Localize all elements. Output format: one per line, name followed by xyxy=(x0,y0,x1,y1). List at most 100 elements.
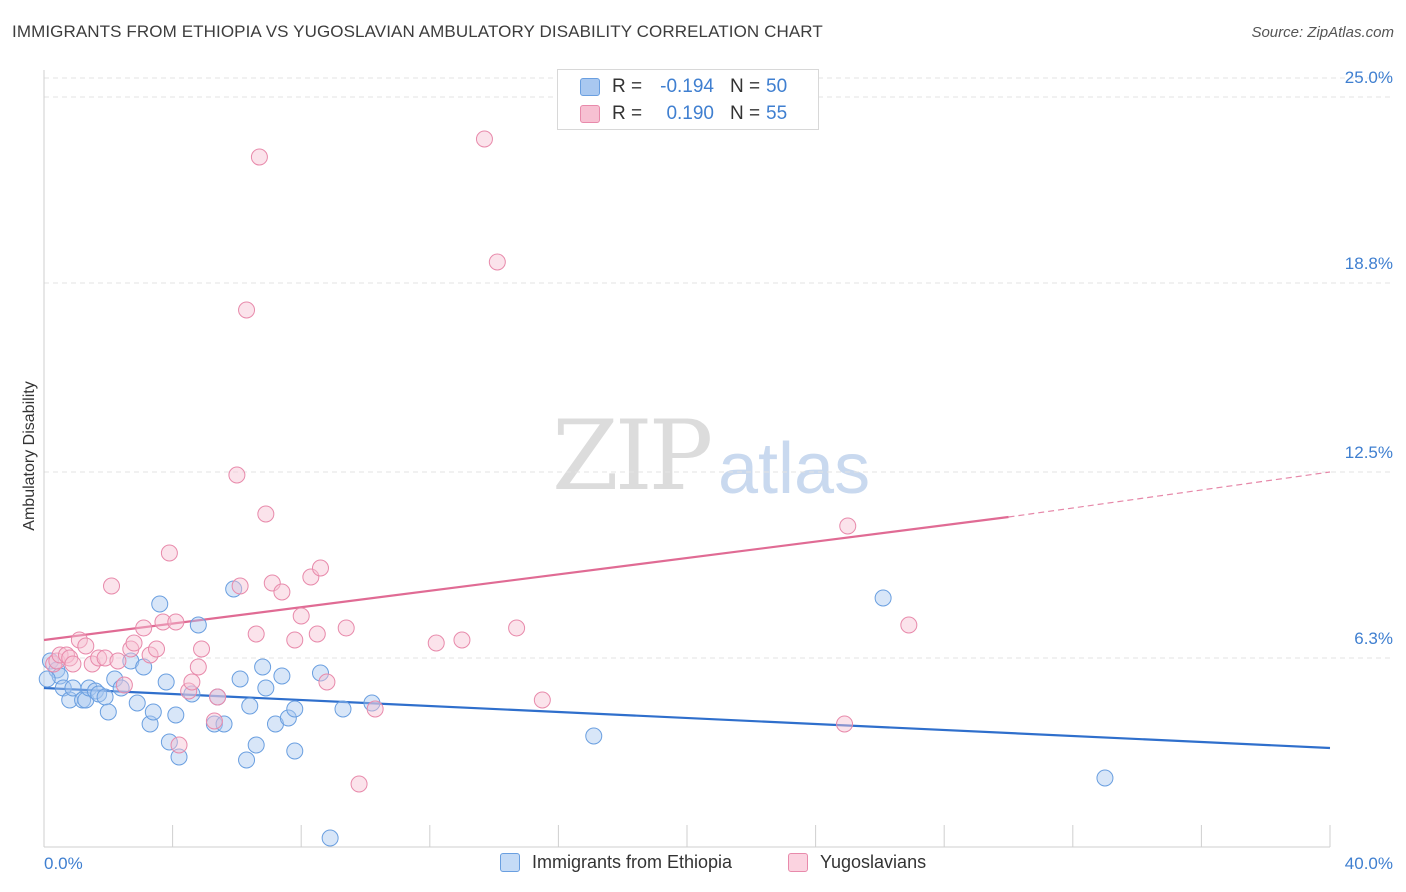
point-yugoslavians xyxy=(273,583,291,601)
point-ethiopia xyxy=(170,748,188,766)
legend-row-yugoslavians: R = 0.190 N = 55 xyxy=(580,101,787,127)
legend-label-yugoslavians: Yugoslavians xyxy=(820,852,927,872)
watermark-atlas: atlas xyxy=(718,429,871,509)
n-value: 55 xyxy=(766,103,788,124)
point-yugoslavians xyxy=(839,517,857,535)
axes xyxy=(43,70,1331,848)
point-ethiopia xyxy=(96,688,114,706)
point-ethiopia xyxy=(874,589,892,607)
point-yugoslavians xyxy=(453,631,471,649)
point-yugoslavians xyxy=(238,301,256,319)
point-yugoslavians xyxy=(170,736,188,754)
point-ethiopia xyxy=(311,664,329,682)
point-ethiopia xyxy=(241,697,259,715)
point-yugoslavians xyxy=(109,652,127,670)
point-yugoslavians xyxy=(318,673,336,691)
y-tick-label: 25.0% xyxy=(1345,68,1393,87)
point-yugoslavians xyxy=(148,640,166,658)
point-ethiopia xyxy=(247,736,265,754)
point-ethiopia xyxy=(257,679,275,697)
point-yugoslavians xyxy=(103,577,121,595)
trend-line-extension-1 xyxy=(1008,471,1331,518)
point-ethiopia xyxy=(106,670,124,688)
point-ethiopia xyxy=(151,595,169,613)
point-ethiopia xyxy=(157,673,175,691)
point-yugoslavians xyxy=(228,466,246,484)
point-yugoslavians xyxy=(311,559,329,577)
point-yugoslavians xyxy=(508,619,526,637)
point-yugoslavians xyxy=(167,613,185,631)
x-tick-label: 0.0% xyxy=(44,854,83,873)
point-ethiopia xyxy=(41,652,59,670)
point-yugoslavians xyxy=(308,625,326,643)
grid-lines xyxy=(44,77,1392,659)
legend-label-ethiopia: Immigrants from Ethiopia xyxy=(532,852,733,872)
point-yugoslavians xyxy=(292,607,310,625)
point-yugoslavians xyxy=(247,625,265,643)
point-yugoslavians xyxy=(141,646,159,664)
point-yugoslavians xyxy=(180,682,198,700)
point-yugoslavians xyxy=(183,673,201,691)
y-tick-label: 12.5% xyxy=(1345,443,1393,462)
legend-row-ethiopia: R = -0.194 N = 50 xyxy=(580,74,787,100)
n-label: N = xyxy=(730,76,761,97)
point-yugoslavians xyxy=(64,655,82,673)
point-yugoslavians xyxy=(427,634,445,652)
point-yugoslavians xyxy=(366,700,384,718)
point-yugoslavians xyxy=(533,691,551,709)
point-ethiopia xyxy=(144,703,162,721)
point-yugoslavians xyxy=(286,631,304,649)
point-yugoslavians xyxy=(160,544,178,562)
point-yugoslavians xyxy=(135,619,153,637)
point-yugoslavians xyxy=(836,715,854,733)
point-ethiopia xyxy=(334,700,352,718)
point-ethiopia xyxy=(1096,769,1114,787)
point-yugoslavians xyxy=(115,676,133,694)
point-ethiopia xyxy=(286,742,304,760)
legend-item-yugoslavians[interactable]: Yugoslavians xyxy=(788,852,926,873)
series-legend: Immigrants from Ethiopia Yugoslavians xyxy=(0,852,1406,878)
data-points xyxy=(38,130,1114,847)
r-value: 0.190 xyxy=(666,103,714,124)
point-yugoslavians xyxy=(209,688,227,706)
point-ethiopia xyxy=(254,658,272,676)
legend-swatch-yugoslavians xyxy=(788,853,808,872)
point-yugoslavians xyxy=(51,646,69,664)
source-label: Source: ZipAtlas.com xyxy=(1251,24,1394,41)
point-ethiopia xyxy=(128,694,146,712)
point-yugoslavians xyxy=(58,646,76,664)
legend-swatch-yugoslavians xyxy=(580,105,600,123)
point-ethiopia xyxy=(99,703,117,721)
point-yugoslavians xyxy=(96,649,114,667)
correlation-legend: R = -0.194 N = 50 R = 0.190 N = 55 xyxy=(557,69,819,130)
legend-swatch-ethiopia xyxy=(500,853,520,872)
point-ethiopia xyxy=(279,709,297,727)
y-axis-title: Ambulatory Disability xyxy=(21,381,38,530)
point-yugoslavians xyxy=(488,253,506,271)
point-ethiopia xyxy=(231,670,249,688)
point-yugoslavians xyxy=(154,613,172,631)
r-value: -0.194 xyxy=(660,76,714,97)
point-yugoslavians xyxy=(77,637,95,655)
point-yugoslavians xyxy=(475,130,493,148)
point-ethiopia xyxy=(38,670,56,688)
point-yugoslavians xyxy=(45,655,63,673)
point-yugoslavians xyxy=(205,712,223,730)
x-tick-label: 40.0% xyxy=(1345,854,1393,873)
watermark-zip: ZIP xyxy=(552,400,713,512)
trend-line-0 xyxy=(43,686,1331,750)
legend-swatch-ethiopia xyxy=(580,78,600,96)
n-value: 50 xyxy=(766,76,788,97)
point-yugoslavians xyxy=(900,616,918,634)
point-ethiopia xyxy=(585,727,603,745)
point-yugoslavians xyxy=(125,634,143,652)
axis-labels: 6.3% 12.5% 18.8% 25.0% 0.0% 40.0% Ambulatory D… xyxy=(21,68,1393,873)
r-label: R = xyxy=(612,103,643,124)
point-ethiopia xyxy=(86,682,104,700)
point-yugoslavians xyxy=(70,631,88,649)
legend-item-ethiopia[interactable]: Immigrants from Ethiopia xyxy=(500,852,732,873)
point-yugoslavians xyxy=(337,619,355,637)
point-yugoslavians xyxy=(257,505,275,523)
y-tick-label: 18.8% xyxy=(1345,254,1393,273)
point-ethiopia xyxy=(286,700,304,718)
